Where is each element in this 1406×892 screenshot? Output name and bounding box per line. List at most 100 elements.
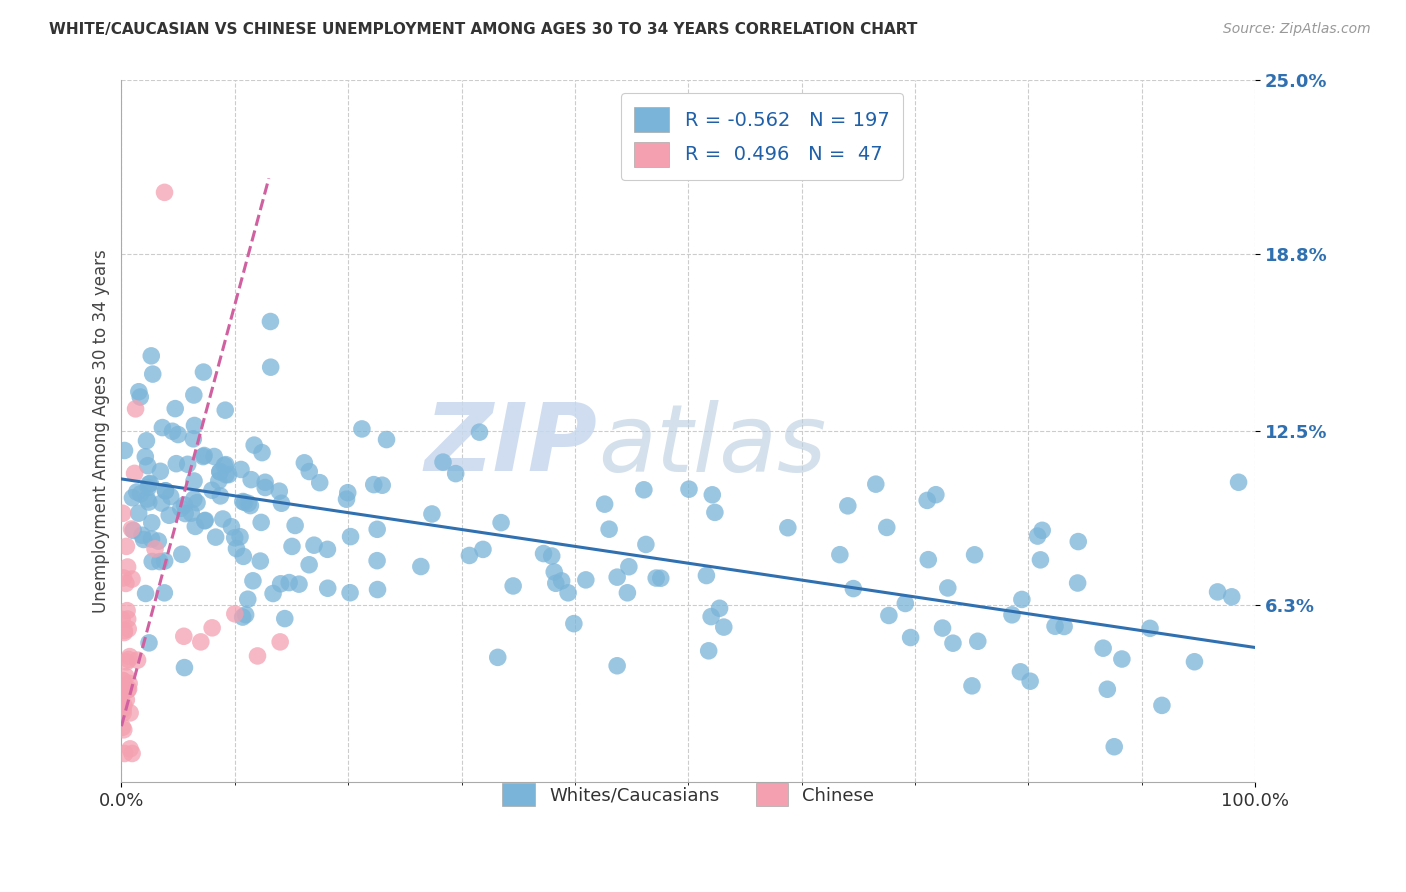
- Point: [186, 496, 208, 510]
- Point: [1026, 529, 1049, 543]
- Point: [260, 360, 283, 375]
- Point: [149, 555, 172, 569]
- Point: [117, 682, 139, 697]
- Point: [634, 537, 657, 551]
- Point: [194, 514, 217, 528]
- Point: [298, 558, 321, 572]
- Point: [162, 424, 184, 438]
- Point: [111, 612, 134, 626]
- Point: [1184, 655, 1206, 669]
- Point: [915, 493, 938, 508]
- Point: [502, 579, 524, 593]
- Point: [695, 568, 717, 582]
- Point: [229, 462, 252, 476]
- Point: [617, 559, 640, 574]
- Point: [288, 577, 311, 591]
- Point: [1011, 592, 1033, 607]
- Point: [242, 574, 264, 588]
- Point: [224, 607, 246, 621]
- Point: [201, 621, 224, 635]
- Point: [121, 572, 143, 586]
- Point: [136, 458, 159, 473]
- Point: [124, 467, 146, 481]
- Point: [837, 499, 859, 513]
- Point: [208, 474, 231, 488]
- Point: [127, 653, 149, 667]
- Point: [1097, 682, 1119, 697]
- Point: [269, 484, 291, 499]
- Point: [678, 482, 700, 496]
- Point: [193, 365, 215, 379]
- Point: [842, 582, 865, 596]
- Text: WHITE/CAUCASIAN VS CHINESE UNEMPLOYMENT AMONG AGES 30 TO 34 YEARS CORRELATION CH: WHITE/CAUCASIAN VS CHINESE UNEMPLOYMENT …: [49, 22, 918, 37]
- Point: [111, 703, 134, 717]
- Point: [1102, 739, 1125, 754]
- Point: [367, 582, 389, 597]
- Point: [363, 477, 385, 491]
- Point: [366, 554, 388, 568]
- Point: [900, 631, 922, 645]
- Point: [117, 622, 139, 636]
- Point: [173, 629, 195, 643]
- Point: [336, 485, 359, 500]
- Point: [150, 420, 173, 434]
- Point: [697, 644, 720, 658]
- Point: [292, 456, 315, 470]
- Point: [776, 521, 799, 535]
- Point: [270, 576, 292, 591]
- Point: [1206, 585, 1229, 599]
- Point: [409, 559, 432, 574]
- Point: [562, 616, 585, 631]
- Point: [876, 520, 898, 534]
- Point: [176, 458, 198, 472]
- Point: [865, 477, 887, 491]
- Point: [142, 367, 165, 381]
- Point: [942, 636, 965, 650]
- Point: [232, 610, 254, 624]
- Point: [350, 422, 373, 436]
- Point: [115, 576, 138, 591]
- Point: [138, 477, 160, 491]
- Point: [269, 635, 291, 649]
- Point: [960, 679, 983, 693]
- Point: [153, 186, 176, 200]
- Point: [129, 390, 152, 404]
- Text: Source: ZipAtlas.com: Source: ZipAtlas.com: [1223, 22, 1371, 37]
- Point: [132, 533, 155, 547]
- Y-axis label: Unemployment Among Ages 30 to 34 years: Unemployment Among Ages 30 to 34 years: [93, 249, 110, 613]
- Point: [125, 485, 148, 500]
- Point: [1053, 619, 1076, 633]
- Point: [112, 624, 135, 638]
- Point: [1031, 524, 1053, 538]
- Point: [544, 576, 567, 591]
- Text: ZIP: ZIP: [425, 400, 598, 491]
- Point: [298, 465, 321, 479]
- Point: [194, 513, 217, 527]
- Point: [111, 673, 134, 688]
- Point: [335, 492, 357, 507]
- Point: [153, 586, 176, 600]
- Point: [703, 505, 725, 519]
- Point: [432, 455, 454, 469]
- Point: [215, 467, 238, 482]
- Point: [114, 747, 136, 761]
- Point: [157, 508, 180, 523]
- Point: [183, 388, 205, 402]
- Point: [115, 693, 138, 707]
- Point: [112, 683, 135, 698]
- Point: [240, 473, 263, 487]
- Point: [183, 432, 205, 446]
- Point: [224, 531, 246, 545]
- Point: [1227, 475, 1250, 490]
- Point: [218, 467, 240, 482]
- Point: [533, 547, 555, 561]
- Point: [931, 621, 953, 635]
- Point: [173, 498, 195, 512]
- Text: atlas: atlas: [598, 400, 825, 491]
- Point: [236, 592, 259, 607]
- Point: [139, 476, 162, 491]
- Point: [122, 524, 145, 538]
- Point: [270, 496, 292, 510]
- Point: [117, 652, 139, 666]
- Point: [235, 607, 257, 622]
